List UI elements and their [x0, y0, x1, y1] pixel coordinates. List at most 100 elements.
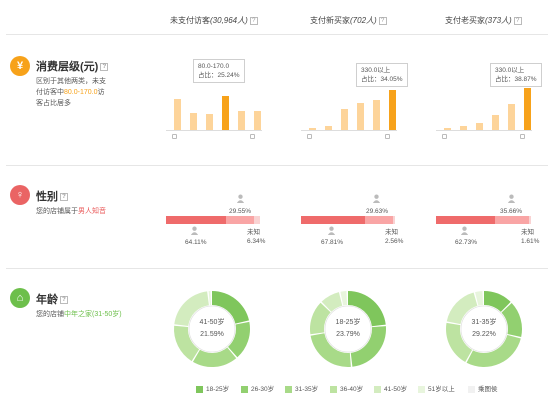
- column-header-new-buyers: 支付新买家(702人)?: [310, 15, 387, 26]
- consumption-bar[interactable]: [373, 100, 380, 130]
- consumption-bar[interactable]: [325, 126, 332, 130]
- donut-segment[interactable]: [228, 321, 250, 358]
- male-person-icon: [327, 226, 336, 235]
- legend-swatch: [418, 385, 425, 393]
- male-percent: 64.11%: [185, 239, 207, 246]
- legend-swatch: [330, 385, 337, 393]
- consumption-bar[interactable]: [444, 128, 451, 130]
- legend-item[interactable]: 36-40岁: [330, 383, 363, 393]
- female-bar[interactable]: [226, 216, 254, 224]
- column-header-unpaid: 未支付访客(30,964人)?: [170, 15, 258, 26]
- donut-segment[interactable]: [350, 326, 386, 367]
- legend-item[interactable]: 31-35岁: [285, 383, 318, 393]
- consumption-bar[interactable]: [254, 111, 261, 130]
- donut-segment[interactable]: [446, 322, 473, 363]
- section-title-text: 性别: [36, 191, 58, 203]
- legend-label: 18-25岁: [206, 386, 230, 393]
- donut-segment[interactable]: [340, 291, 348, 306]
- unknown-bar[interactable]: [254, 216, 260, 224]
- consumption-bar[interactable]: [524, 88, 531, 130]
- coin-stack-icon: [250, 134, 255, 139]
- bar-group-new-buyers: [305, 82, 396, 130]
- house-icon: ⌂: [10, 288, 30, 308]
- section-title-consumption: 消费层级(元)?: [36, 58, 109, 74]
- desc-highlight: 男人知音: [78, 208, 106, 215]
- divider: [6, 165, 548, 166]
- column-header-count: (373人): [485, 16, 512, 25]
- donut-segment[interactable]: [475, 291, 484, 306]
- consumption-bar[interactable]: [492, 115, 499, 130]
- male-bar[interactable]: [301, 216, 365, 224]
- donut-segment[interactable]: [466, 334, 521, 367]
- legend-item[interactable]: 乘图侯: [468, 383, 498, 393]
- help-icon[interactable]: ?: [378, 16, 387, 25]
- male-bar[interactable]: [166, 216, 226, 224]
- tooltip: 330.0以上 占比：38.87%: [490, 63, 542, 87]
- desc-text: 区别于其他两类，未支付访客中: [36, 78, 106, 96]
- age-donut-chart[interactable]: [172, 289, 252, 369]
- help-icon[interactable]: ?: [100, 63, 109, 72]
- unknown-bar[interactable]: [393, 216, 395, 224]
- donut-segment[interactable]: [208, 291, 212, 306]
- bar-group-unpaid: [170, 82, 261, 130]
- donut-segment[interactable]: [212, 291, 250, 324]
- coin-stack-icon: [385, 134, 390, 139]
- help-icon[interactable]: ?: [249, 16, 258, 25]
- legend-swatch: [241, 385, 248, 393]
- consumption-bar[interactable]: [206, 114, 213, 130]
- male-bar[interactable]: [436, 216, 495, 224]
- help-icon[interactable]: ?: [60, 296, 68, 305]
- unknown-bar[interactable]: [529, 216, 531, 224]
- unknown-percent: 1.61%: [521, 238, 540, 245]
- legend-label: 31-35岁: [295, 386, 319, 393]
- section-title-text: 消费层级(元): [36, 61, 99, 73]
- male-percent: 62.73%: [455, 239, 478, 246]
- age-donut-chart[interactable]: [444, 289, 524, 369]
- consumption-bar[interactable]: [190, 113, 197, 130]
- consumption-bar[interactable]: [309, 128, 316, 130]
- female-bar[interactable]: [495, 216, 529, 224]
- donut-segment[interactable]: [348, 291, 386, 327]
- unknown-percent: 6.34%: [247, 238, 266, 245]
- consumption-bar[interactable]: [389, 90, 396, 130]
- consumption-bar[interactable]: [357, 103, 364, 130]
- legend-item[interactable]: 51岁以上: [418, 383, 455, 393]
- column-header-label: 支付老买家: [445, 16, 485, 25]
- legend-label: 36-40岁: [340, 386, 364, 393]
- donut-segment[interactable]: [174, 325, 200, 362]
- unknown-label: 未知: [247, 229, 260, 236]
- divider: [6, 268, 548, 269]
- consumption-bar[interactable]: [508, 104, 515, 130]
- donut-range: 31-35岁: [471, 319, 497, 326]
- legend-item[interactable]: 18-25岁: [196, 383, 229, 393]
- donut-segment[interactable]: [501, 302, 522, 337]
- consumption-bar[interactable]: [222, 96, 229, 130]
- legend-item[interactable]: 41-50岁: [374, 383, 407, 393]
- legend-swatch: [374, 385, 381, 393]
- donut-percent: 23.79%: [336, 331, 360, 338]
- donut-segment[interactable]: [310, 302, 331, 335]
- column-header-label: 支付新买家: [310, 16, 350, 25]
- female-bar[interactable]: [365, 216, 393, 224]
- tooltip-ratio: 占比：34.05%: [361, 76, 403, 83]
- consumption-bar[interactable]: [341, 109, 348, 130]
- consumption-bar[interactable]: [460, 126, 467, 130]
- legend-label: 41-50岁: [384, 386, 408, 393]
- consumption-bar[interactable]: [476, 123, 483, 130]
- consumption-bar[interactable]: [174, 99, 181, 130]
- help-icon[interactable]: ?: [60, 193, 68, 202]
- donut-segment[interactable]: [446, 292, 478, 325]
- donut-segment[interactable]: [174, 291, 209, 326]
- donut-segment[interactable]: [484, 291, 511, 312]
- donut-segment[interactable]: [310, 333, 351, 367]
- coin-small-icon: [172, 134, 177, 139]
- donut-segment[interactable]: [192, 347, 237, 367]
- donut-segment[interactable]: [321, 292, 343, 312]
- desc-text: 访客占比居多: [36, 89, 105, 107]
- help-icon[interactable]: ?: [513, 16, 522, 25]
- chart-baseline: [436, 130, 532, 131]
- legend-item[interactable]: 26-30岁: [241, 383, 274, 393]
- age-donut-chart[interactable]: [308, 289, 388, 369]
- female-person-icon: [236, 194, 245, 203]
- consumption-bar[interactable]: [238, 111, 245, 130]
